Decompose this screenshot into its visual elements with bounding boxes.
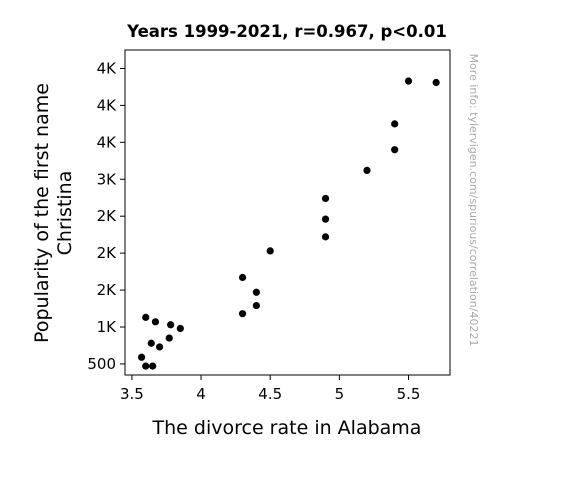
- scatter-point: [252, 288, 260, 296]
- y-axis-label-line-1: Popularity of the first name: [31, 83, 53, 343]
- x-tick-label: 4: [196, 385, 206, 403]
- data-points: [137, 77, 440, 370]
- y-tick-label: 3K: [97, 170, 118, 188]
- y-tick-label: 2K: [97, 244, 118, 262]
- scatter-point: [155, 343, 164, 351]
- scatter-point: [167, 321, 175, 329]
- scatter-point: [238, 310, 247, 318]
- chart-title: Years 1999-2021, r=0.967, p<0.01: [126, 22, 447, 41]
- scatter-point: [137, 353, 146, 361]
- x-tick-label: 5.5: [397, 385, 421, 403]
- x-tick-label: 4.5: [258, 385, 282, 403]
- scatter-point: [321, 194, 330, 203]
- y-tick-label: 4K: [97, 133, 118, 151]
- x-tick-label: 3.5: [120, 385, 144, 403]
- scatter-point: [238, 273, 247, 282]
- scatter-point: [151, 318, 160, 326]
- scatter-point: [142, 362, 150, 370]
- scatter-point: [147, 339, 155, 347]
- scatter-point: [432, 78, 440, 87]
- y-axis-label: Popularity of the first name Christina: [31, 83, 76, 343]
- x-axis-label: The divorce rate in Alabama: [152, 417, 422, 439]
- scatter-point: [266, 247, 274, 255]
- scatter-point: [165, 334, 173, 342]
- scatter-point: [391, 120, 399, 128]
- scatter-point: [176, 324, 184, 333]
- scatter-point: [321, 215, 330, 223]
- y-axis-label-line-2: Christina: [54, 171, 76, 256]
- x-tick-label: 5: [335, 385, 345, 403]
- y-axis-ticks: 500 1K 2K 2K 2K 3K 4K 4K 4K: [87, 59, 125, 373]
- scatter-point: [404, 77, 413, 85]
- y-tick-label: 4K: [97, 96, 118, 114]
- scatter-point: [321, 233, 330, 241]
- scatter-point: [252, 301, 260, 310]
- x-axis-ticks: 3.5 4 4.5 5 5.5: [120, 375, 420, 403]
- y-tick-label: 500: [87, 355, 116, 373]
- y-tick-label: 2K: [97, 207, 118, 225]
- scatter-point: [391, 146, 399, 154]
- y-tick-label: 2K: [97, 281, 118, 299]
- y-tick-label: 1K: [97, 318, 118, 336]
- watermark-text: More info: tylervigen.com/spurious/corre…: [467, 54, 480, 347]
- plot-area: [124, 49, 451, 376]
- plot-frame: [124, 49, 451, 376]
- scatter-point: [142, 313, 150, 321]
- scatter-point: [149, 362, 157, 370]
- scatter-point: [363, 166, 371, 174]
- y-tick-label: 4K: [97, 59, 118, 77]
